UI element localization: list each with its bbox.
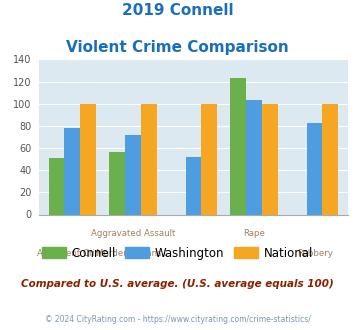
- Bar: [49, 158, 65, 214]
- Bar: [125, 135, 141, 214]
- Text: Rape: Rape: [243, 229, 265, 238]
- Bar: [109, 152, 125, 214]
- Bar: [65, 128, 80, 214]
- Text: Compared to U.S. average. (U.S. average equals 100): Compared to U.S. average. (U.S. average …: [21, 279, 334, 289]
- Bar: [262, 104, 278, 214]
- Bar: [246, 100, 262, 214]
- Bar: [322, 104, 338, 214]
- Legend: Connell, Washington, National: Connell, Washington, National: [37, 242, 318, 264]
- Text: Robbery: Robbery: [297, 249, 333, 258]
- Text: © 2024 CityRating.com - https://www.cityrating.com/crime-statistics/: © 2024 CityRating.com - https://www.city…: [45, 315, 310, 324]
- Text: 2019 Connell: 2019 Connell: [122, 3, 233, 18]
- Bar: [186, 157, 201, 214]
- Text: Violent Crime Comparison: Violent Crime Comparison: [66, 40, 289, 54]
- Bar: [230, 78, 246, 214]
- Bar: [307, 122, 322, 214]
- Bar: [141, 104, 157, 214]
- Bar: [80, 104, 96, 214]
- Text: All Violent Crime: All Violent Crime: [37, 249, 108, 258]
- Text: Murder & Mans...: Murder & Mans...: [96, 249, 170, 258]
- Text: Aggravated Assault: Aggravated Assault: [91, 229, 175, 238]
- Bar: [201, 104, 217, 214]
